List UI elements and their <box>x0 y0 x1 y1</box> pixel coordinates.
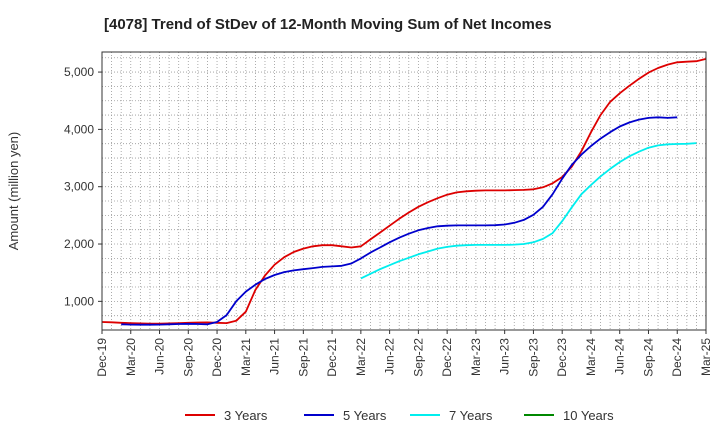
x-axis-ticks: Dec-19 Mar-20 Jun-20 Sep-20 Dec-20 Mar-21 Jun-… <box>95 330 713 377</box>
y-tick-label: 2,000 <box>64 237 94 251</box>
x-tick-label: Sep-24 <box>641 338 655 377</box>
x-tick-label: Mar-21 <box>239 338 253 376</box>
plot-border <box>101 51 707 331</box>
plot-area <box>102 52 706 330</box>
x-tick-label: Mar-20 <box>124 338 138 376</box>
x-tick-label: Mar-25 <box>699 338 713 376</box>
x-tick-label: Sep-23 <box>526 338 540 377</box>
series-line-7-years <box>360 142 697 280</box>
legend-label: 3 Years <box>224 408 268 423</box>
legend-label: 5 Years <box>343 408 387 423</box>
x-tick-label: Jun-22 <box>383 338 397 375</box>
x-tick-label: Sep-22 <box>411 338 425 377</box>
series-line-3-years <box>101 58 707 325</box>
x-tick-label: Dec-21 <box>325 338 339 377</box>
x-tick-label: Mar-23 <box>469 338 483 376</box>
x-tick-label: Sep-21 <box>296 338 310 377</box>
legend-label: 10 Years <box>563 408 614 423</box>
x-tick-label: Mar-22 <box>354 338 368 376</box>
x-tick-label: Dec-20 <box>210 338 224 377</box>
y-tick-label: 3,000 <box>64 180 94 194</box>
x-tick-label: Jun-21 <box>268 338 282 375</box>
grid-lines <box>102 52 706 330</box>
x-tick-label: Jun-24 <box>613 338 627 375</box>
x-tick-label: Dec-22 <box>440 338 454 377</box>
x-tick-label: Sep-20 <box>181 338 195 377</box>
y-axis-title: Amount (million yen) <box>6 132 21 251</box>
x-tick-label: Dec-24 <box>670 338 684 377</box>
y-axis-ticks: 1,000 2,000 3,000 4,000 5,000 <box>64 65 102 308</box>
series-line-5-years <box>121 116 678 326</box>
y-tick-label: 5,000 <box>64 65 94 79</box>
x-tick-label: Dec-19 <box>95 338 109 377</box>
chart-title: [4078] Trend of StDev of 12-Month Moving… <box>104 16 552 33</box>
legend: 3 Years 5 Years 7 Years 10 Years <box>185 408 614 423</box>
x-tick-label: Dec-23 <box>555 338 569 377</box>
x-tick-label: Jun-23 <box>498 338 512 375</box>
legend-label: 7 Years <box>449 408 493 423</box>
y-tick-label: 4,000 <box>64 122 94 136</box>
series-lines <box>101 58 707 326</box>
y-tick-label: 1,000 <box>64 294 94 308</box>
x-tick-label: Mar-24 <box>584 338 598 376</box>
x-tick-label: Jun-20 <box>153 338 167 375</box>
